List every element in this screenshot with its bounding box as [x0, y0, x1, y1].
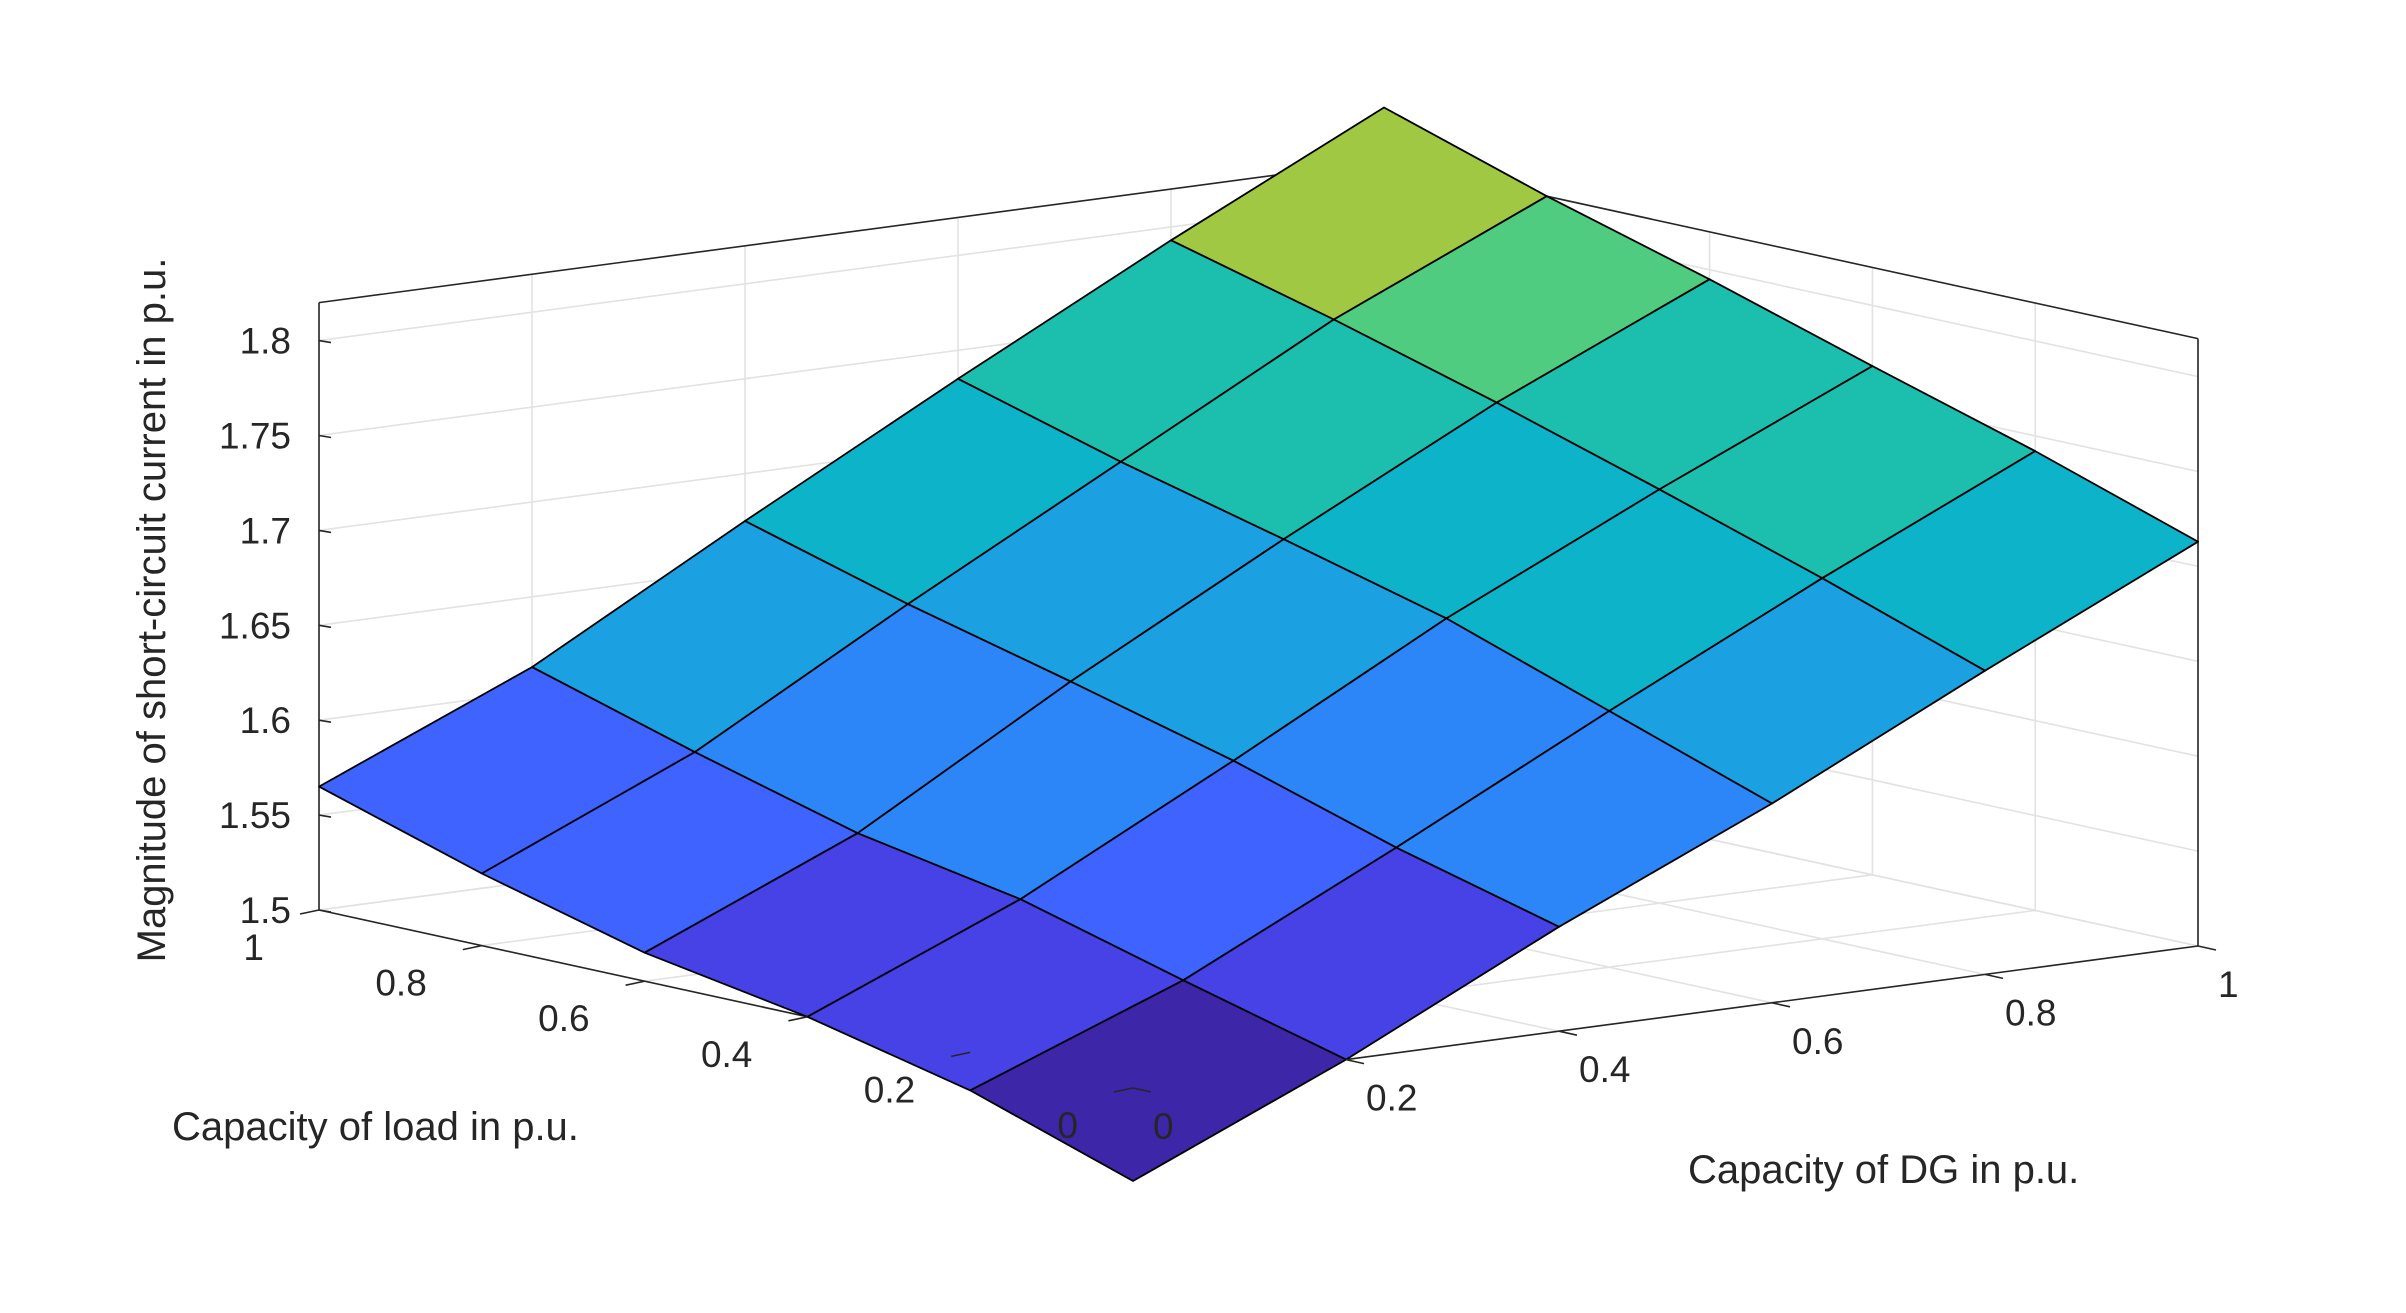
x-tick-label: 1: [2218, 964, 2239, 1005]
z-tick-mark: [318, 909, 332, 913]
z-tick-mark: [318, 624, 332, 629]
z-tick-label: 1.7: [240, 510, 291, 551]
x-tick-mark: [1558, 1030, 1578, 1036]
x-tick-label: 0.6: [1792, 1021, 1843, 1062]
z-tick-mark: [318, 529, 332, 534]
z-tick-label: 1.5: [240, 890, 291, 931]
z-axis-label: Magnitude of short-circuit current in p.…: [130, 258, 174, 963]
y-tick-label: 0.6: [538, 998, 589, 1039]
y-tick-mark: [951, 1051, 971, 1058]
z-tick-label: 1.65: [219, 605, 291, 646]
y-tick-label: 0.4: [701, 1034, 752, 1075]
y-tick-mark: [1113, 1087, 1134, 1093]
z-tick-mark: [318, 719, 332, 723]
x-tick-mark: [2197, 945, 2217, 951]
x-tick-mark: [1345, 1058, 1365, 1065]
y-tick-mark: [462, 944, 482, 951]
surface-face: [969, 979, 1347, 1182]
x-tick-mark: [1771, 1002, 1791, 1008]
z-tick-mark: [318, 814, 332, 818]
z-tick-mark: [318, 339, 332, 344]
tick-labels: 1.5 1.55 1.6 1.65 1.7 1.75 1.8 0 0.2 0.4 0.6 0.8 1 0 0…: [219, 321, 2239, 1147]
x-tick-label: 0.8: [2005, 992, 2056, 1033]
z-tick-label: 1.55: [219, 795, 291, 836]
y-tick-mark: [788, 1016, 808, 1022]
y-axis-label: Capacity of load in p.u.: [172, 1105, 579, 1149]
box-edge: [318, 159, 1385, 304]
x-tick-label: 0: [1153, 1106, 1174, 1147]
x-axis-label: Capacity of DG in p.u.: [1688, 1148, 2079, 1192]
z-tick-mark: [318, 434, 332, 439]
z-tick-label: 1.8: [240, 321, 291, 362]
y-tick-label: 1: [243, 927, 264, 968]
x-tick-label: 0.4: [1579, 1049, 1630, 1090]
y-tick-label: 0.2: [864, 1069, 915, 1110]
surface: [318, 106, 2199, 1182]
z-tick-label: 1.6: [240, 700, 291, 741]
y-tick-mark: [625, 980, 645, 986]
z-tick-label: 1.75: [219, 416, 291, 457]
x-tick-mark: [1984, 973, 2004, 980]
y-tick-mark: [299, 909, 320, 915]
y-tick-label: 0.8: [375, 963, 426, 1004]
y-tick-label: 0: [1057, 1105, 1078, 1146]
x-tick-label: 0.2: [1366, 1078, 1417, 1119]
x-tick-mark: [1132, 1087, 1152, 1093]
